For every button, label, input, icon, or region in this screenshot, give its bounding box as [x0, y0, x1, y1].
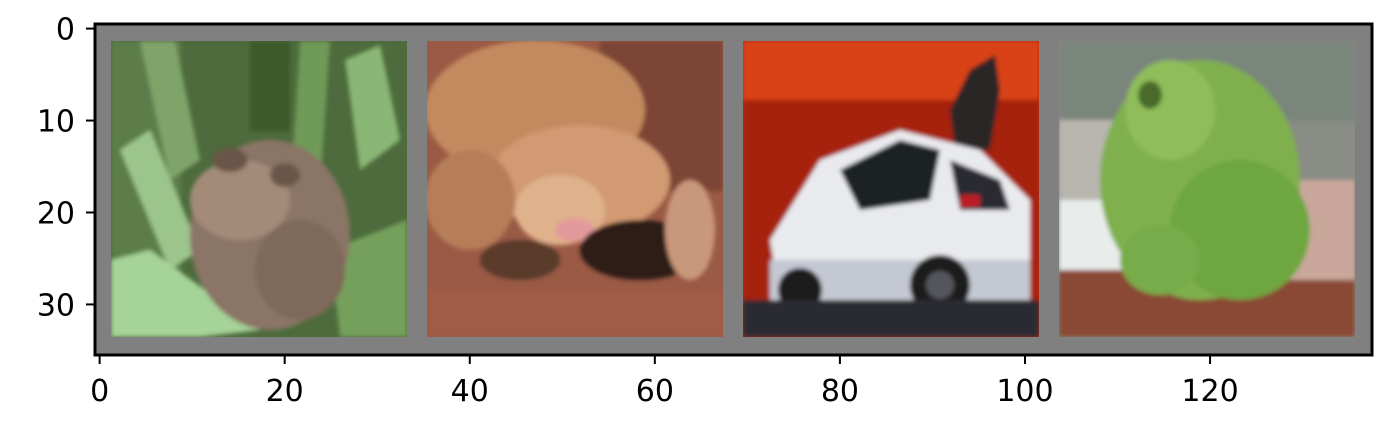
x-tick-label: 60 — [636, 374, 674, 409]
x-tick-label: 80 — [821, 374, 859, 409]
image-panel-2 — [427, 41, 723, 337]
x-axis: 0 20 40 60 80 100 120 — [90, 355, 1239, 409]
y-axis: 0 10 20 30 — [37, 13, 95, 323]
image-panel-4 — [1059, 41, 1355, 337]
x-tick-label: 20 — [266, 374, 304, 409]
y-tick-label: 0 — [56, 13, 75, 48]
axes-frame — [93, 22, 1374, 357]
x-tick-label: 0 — [90, 374, 109, 409]
image-panel-1 — [111, 41, 407, 337]
x-tick-label: 40 — [451, 374, 489, 409]
y-tick-label: 30 — [37, 288, 75, 323]
x-tick-label: 100 — [996, 374, 1053, 409]
y-tick-label: 20 — [37, 196, 75, 231]
x-tick-label: 120 — [1181, 374, 1238, 409]
y-tick-label: 10 — [37, 105, 75, 140]
image-panel-3 — [743, 41, 1039, 337]
